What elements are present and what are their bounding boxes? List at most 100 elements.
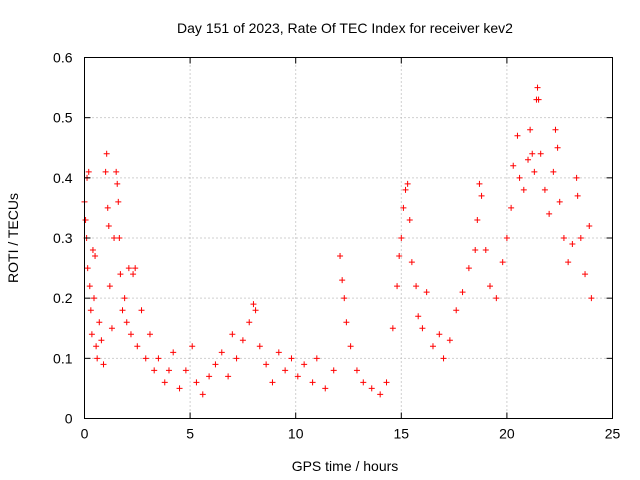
data-point [170, 349, 177, 356]
x-tick-label: 5 [186, 426, 194, 442]
data-point [182, 367, 189, 374]
data-point [199, 391, 206, 398]
data-point [212, 361, 219, 368]
data-point [440, 355, 447, 362]
data-point [282, 367, 289, 374]
data-point [100, 361, 107, 368]
data-point [569, 241, 576, 248]
data-point [415, 313, 422, 320]
data-point [119, 307, 126, 314]
data-point [108, 325, 115, 332]
x-tick-labels: 0 5 10 15 20 25 [81, 426, 621, 442]
x-tick-label: 25 [605, 426, 621, 442]
data-point [339, 277, 346, 284]
data-point [474, 216, 481, 223]
data-point [134, 343, 141, 350]
x-tick-label: 20 [499, 426, 515, 442]
y-axis-label: ROTI / TECUs [5, 193, 21, 283]
y-tick-label: 0.2 [53, 290, 73, 306]
data-point [499, 259, 506, 266]
data-point [573, 174, 580, 181]
y-tick-label: 0 [65, 411, 73, 427]
data-point [98, 337, 105, 344]
data-point [554, 144, 561, 151]
x-tick-label: 10 [288, 426, 304, 442]
data-point [91, 295, 98, 302]
data-point [406, 216, 413, 223]
data-point [586, 222, 593, 229]
data-point [127, 331, 134, 338]
data-point [360, 379, 367, 386]
data-point [123, 319, 130, 326]
data-point [114, 180, 121, 187]
data-point [288, 355, 295, 362]
data-point [574, 192, 581, 199]
data-point [394, 283, 401, 290]
data-point [115, 198, 122, 205]
data-point [419, 325, 426, 332]
y-tick-label: 0.6 [53, 50, 73, 66]
data-point [408, 259, 415, 266]
data-point [138, 307, 145, 314]
data-point [103, 150, 110, 157]
data-point [104, 204, 111, 211]
data-point [294, 373, 301, 380]
data-point [263, 361, 270, 368]
data-point [146, 331, 153, 338]
data-point [472, 247, 479, 254]
data-point [398, 235, 405, 241]
data-point [493, 295, 500, 302]
data-point [193, 379, 200, 386]
data-point [229, 331, 236, 338]
y-tick-label: 0.1 [53, 350, 73, 366]
data-point [577, 235, 584, 241]
data-point [514, 132, 521, 139]
data-point [503, 235, 510, 241]
data-point [588, 295, 595, 302]
data-point [377, 391, 384, 398]
data-point [510, 162, 517, 169]
data-point [82, 216, 89, 223]
data-points [81, 84, 595, 398]
data-point [102, 168, 109, 175]
data-point [86, 283, 93, 290]
data-point [400, 204, 407, 211]
y-tick-labels: 0 0.1 0.2 0.3 0.4 0.5 0.6 [53, 50, 73, 427]
data-point [87, 307, 94, 314]
data-point [429, 343, 436, 350]
data-point [313, 355, 320, 362]
data-point [309, 379, 316, 386]
data-point [531, 168, 538, 175]
x-tick-label: 15 [394, 426, 410, 442]
data-point [92, 253, 99, 260]
data-point [93, 343, 100, 350]
data-point [459, 289, 466, 296]
grid-lines [84, 57, 613, 419]
data-point [142, 355, 149, 362]
data-point [546, 210, 553, 217]
data-point [301, 361, 308, 368]
data-point [105, 222, 112, 229]
y-tick-label: 0.4 [53, 170, 73, 186]
data-point [161, 379, 168, 386]
data-point [132, 265, 139, 272]
data-point [537, 150, 544, 157]
data-point [436, 331, 443, 338]
data-point [552, 126, 559, 133]
data-point [85, 168, 92, 175]
chart-title: Day 151 of 2023, Rate Of TEC Index for r… [177, 20, 513, 36]
data-point [206, 373, 213, 380]
data-point [269, 379, 276, 386]
data-point [508, 204, 515, 211]
data-point [117, 271, 124, 278]
data-point [453, 307, 460, 314]
data-point [233, 355, 240, 362]
data-point [487, 283, 494, 290]
data-point [353, 367, 360, 374]
x-axis-label: GPS time / hours [292, 458, 399, 474]
data-point [275, 349, 282, 356]
data-point [151, 367, 158, 374]
data-point [446, 337, 453, 344]
data-point [516, 174, 523, 181]
